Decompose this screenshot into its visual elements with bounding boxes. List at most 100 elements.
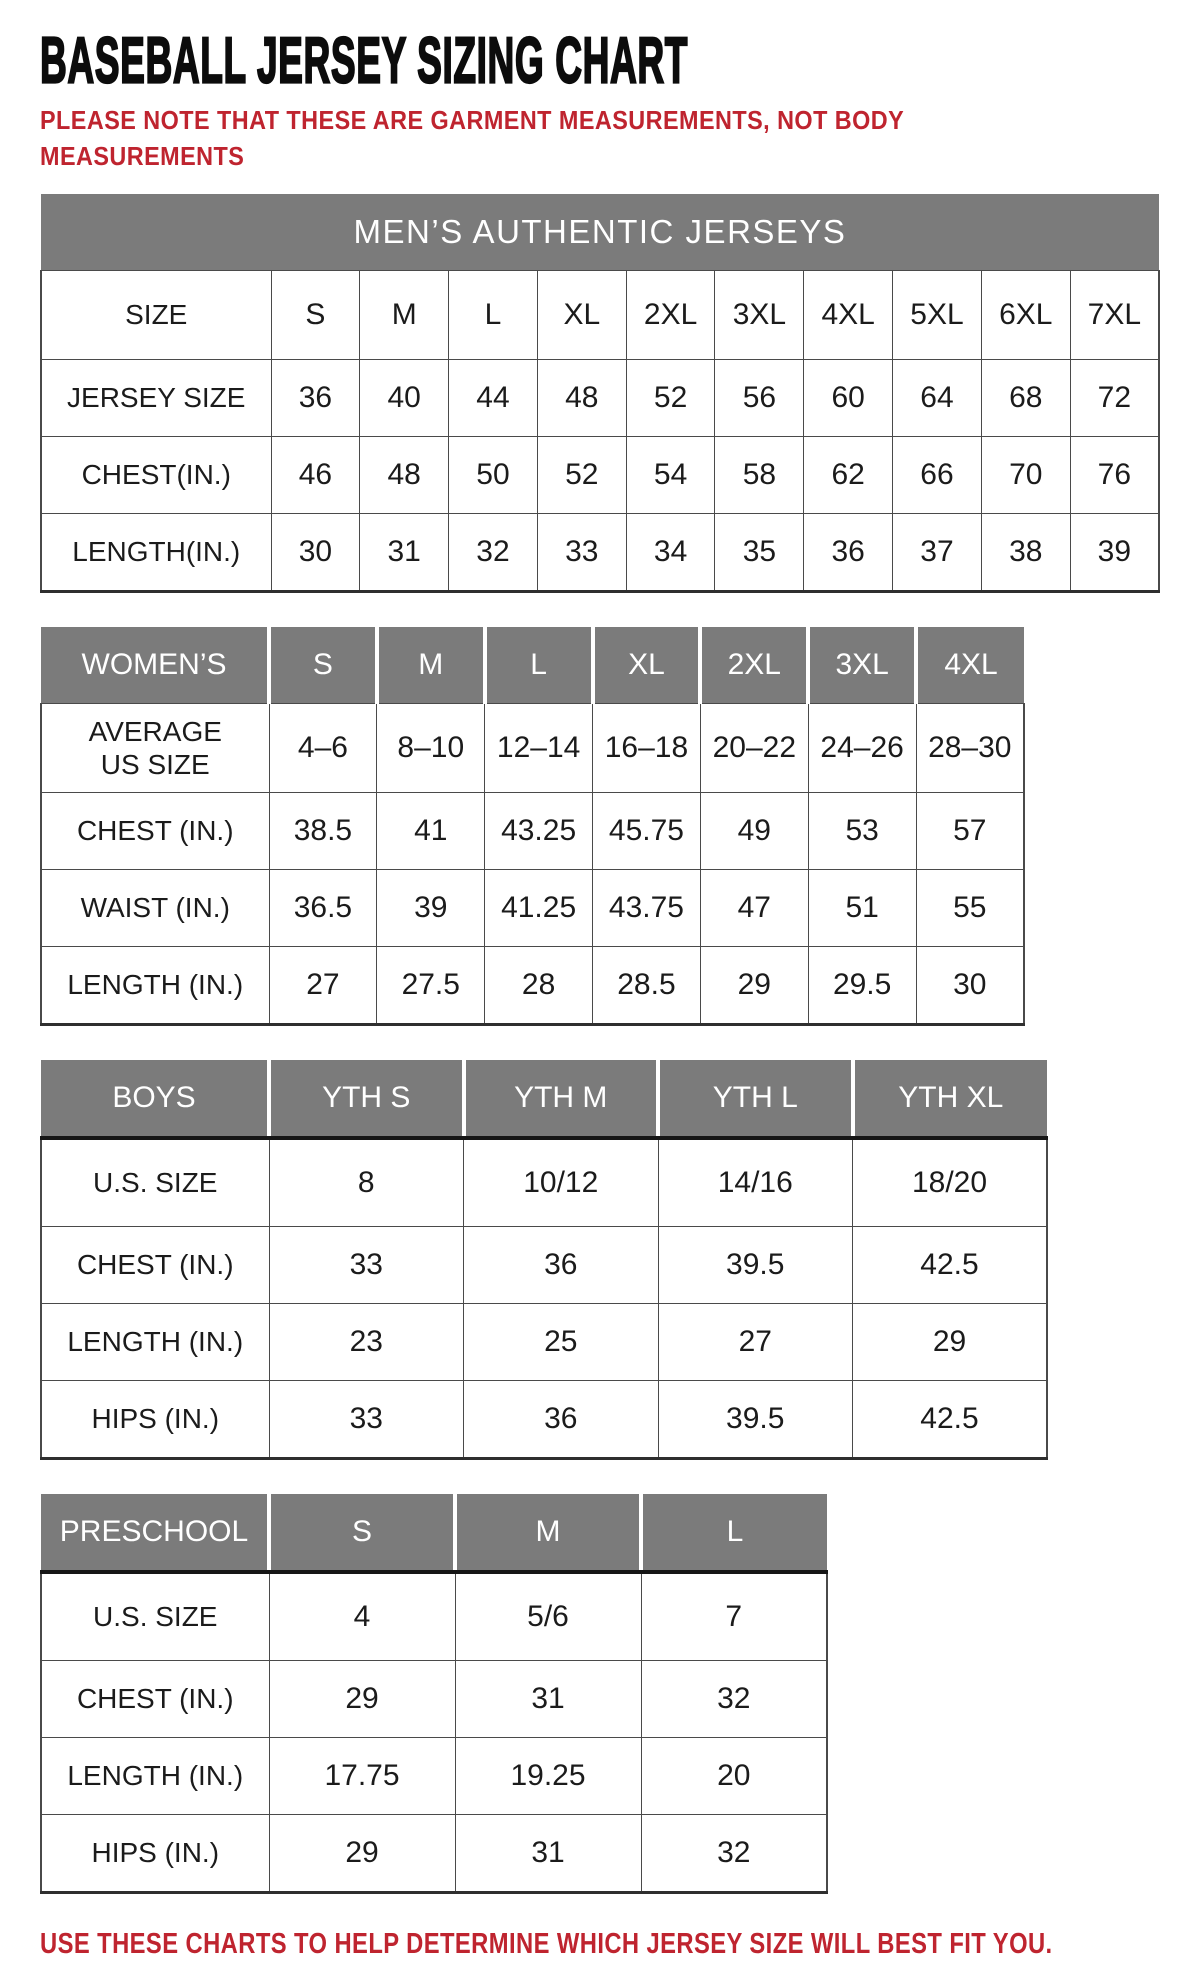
womens-data-cell: 57 xyxy=(915,792,1025,870)
preschool-corner-header: PRESCHOOL xyxy=(41,1494,269,1574)
mens-data-cell: 5XL xyxy=(892,270,982,360)
womens-data-cell: 27.5 xyxy=(376,946,486,1026)
preschool-data-cell: 4 xyxy=(268,1571,456,1661)
boys-column-header: YTH L xyxy=(656,1060,853,1140)
mens-data-cell: 70 xyxy=(980,436,1071,514)
mens-data-cell: 40 xyxy=(359,359,450,437)
mens-data-cell: 52 xyxy=(625,359,716,437)
mens-data-cell: 58 xyxy=(714,436,805,514)
mens-row-label: LENGTH(IN.) xyxy=(40,513,272,593)
boys-data-cell: 33 xyxy=(268,1380,464,1460)
womens-data-cell: 36.5 xyxy=(268,869,378,947)
womens-data-cell: 12–14 xyxy=(484,703,594,793)
preschool-data-cell: 19.25 xyxy=(454,1737,642,1815)
boys-data-cell: 42.5 xyxy=(852,1226,1048,1304)
mens-data-cell: 48 xyxy=(359,436,450,514)
mens-data-cell: S xyxy=(270,270,361,360)
boys-row-label: HIPS (IN.) xyxy=(40,1380,270,1460)
mens-data-cell: 50 xyxy=(448,436,538,514)
preschool-row-label: U.S. SIZE xyxy=(40,1571,270,1661)
womens-data-cell: 28–30 xyxy=(915,703,1025,793)
womens-data-cell: 16–18 xyxy=(592,703,701,793)
womens-data-cell: 27 xyxy=(268,946,378,1026)
womens-data-cell: 38.5 xyxy=(268,792,378,870)
womens-column-header: M xyxy=(374,627,485,704)
mens-data-cell: 31 xyxy=(359,513,450,593)
boys-data-cell: 27 xyxy=(657,1303,853,1381)
mens-sizing-table: MEN’S AUTHENTIC JERSEYS SIZE S M L XL 2XL 3XL 4X… xyxy=(40,194,1160,593)
womens-data-cell: 28 xyxy=(484,946,594,1026)
garment-measurement-note: PLEASE NOTE THAT THESE ARE GARMENT MEASU… xyxy=(40,102,1160,174)
boys-data-cell: 39.5 xyxy=(657,1226,853,1304)
boys-sizing-table: BOYS YTH S YTH M YTH L YTH XL U.S. SIZE 8 10/12… xyxy=(40,1060,1048,1460)
mens-data-cell: 3XL xyxy=(714,270,805,360)
preschool-data-cell: 20 xyxy=(640,1737,828,1815)
womens-data-cell: 24–26 xyxy=(807,703,917,793)
boys-data-cell: 23 xyxy=(268,1303,464,1381)
womens-data-cell: 49 xyxy=(699,792,809,870)
mens-data-cell: 76 xyxy=(1069,436,1160,514)
mens-data-cell: 56 xyxy=(714,359,805,437)
mens-data-cell: L xyxy=(448,270,538,360)
fit-advice-note: USE THESE CHARTS TO HELP DETERMINE WHICH… xyxy=(40,1928,1160,1965)
womens-data-cell: 47 xyxy=(699,869,809,947)
preschool-row-label: HIPS (IN.) xyxy=(40,1814,270,1894)
boys-data-cell: 33 xyxy=(268,1226,464,1304)
womens-data-cell: 51 xyxy=(807,869,917,947)
note-line-2: MEASUREMENTS xyxy=(40,141,245,171)
boys-corner-header: BOYS xyxy=(41,1060,269,1140)
mens-data-cell: 62 xyxy=(803,436,894,514)
boys-row-label: LENGTH (IN.) xyxy=(40,1303,270,1381)
womens-data-cell: 29.5 xyxy=(807,946,917,1026)
womens-data-cell: 41.25 xyxy=(484,869,594,947)
boys-column-header: YTH S xyxy=(267,1060,464,1140)
mens-data-cell: 54 xyxy=(625,436,716,514)
boys-data-cell: 42.5 xyxy=(852,1380,1048,1460)
womens-data-cell: 29 xyxy=(699,946,809,1026)
mens-data-cell: M xyxy=(359,270,450,360)
preschool-data-cell: 7 xyxy=(640,1571,828,1661)
womens-sizing-table: WOMEN’S S M L XL 2XL 3XL 4XL AVERAGE US SIZE 4–6 8… xyxy=(40,627,1025,1026)
mens-data-cell: 60 xyxy=(803,359,894,437)
boys-data-cell: 8 xyxy=(268,1137,464,1227)
preschool-data-cell: 5/6 xyxy=(454,1571,642,1661)
mens-row-label: SIZE xyxy=(40,270,272,360)
boys-data-cell: 14/16 xyxy=(657,1137,853,1227)
mens-data-cell: 2XL xyxy=(625,270,716,360)
mens-data-cell: 68 xyxy=(980,359,1071,437)
womens-column-header: L xyxy=(482,627,593,704)
preschool-data-cell: 17.75 xyxy=(268,1737,456,1815)
boys-row-label: CHEST (IN.) xyxy=(40,1226,270,1304)
preschool-data-cell: 31 xyxy=(454,1660,642,1738)
boys-column-header: YTH M xyxy=(461,1060,658,1140)
mens-data-cell: 6XL xyxy=(980,270,1071,360)
mens-table-banner: MEN’S AUTHENTIC JERSEYS xyxy=(41,194,1159,271)
womens-data-cell: 53 xyxy=(807,792,917,870)
mens-data-cell: 32 xyxy=(448,513,538,593)
boys-data-cell: 39.5 xyxy=(657,1380,853,1460)
preschool-data-cell: 29 xyxy=(268,1660,456,1738)
womens-row-label: AVERAGE US SIZE xyxy=(40,703,270,793)
page-title: BASEBALL JERSEY SIZING CHART xyxy=(39,26,1160,94)
womens-column-header: S xyxy=(267,627,377,704)
boys-row-label: U.S. SIZE xyxy=(40,1137,270,1227)
mens-data-cell: 64 xyxy=(892,359,982,437)
mens-data-cell: 48 xyxy=(536,359,627,437)
womens-data-cell: 20–22 xyxy=(699,703,809,793)
mens-data-cell: XL xyxy=(536,270,627,360)
boys-data-cell: 18/20 xyxy=(852,1137,1048,1227)
preschool-sizing-table: PRESCHOOL S M L U.S. SIZE 4 5/6 7 CHEST (IN.) 29 3… xyxy=(40,1494,828,1894)
womens-data-cell: 8–10 xyxy=(376,703,486,793)
womens-row-label: CHEST (IN.) xyxy=(40,792,270,870)
preschool-data-cell: 32 xyxy=(640,1660,828,1738)
womens-data-cell: 39 xyxy=(376,869,486,947)
preschool-column-header: L xyxy=(639,1494,827,1574)
boys-data-cell: 25 xyxy=(463,1303,659,1381)
boys-data-cell: 36 xyxy=(463,1380,659,1460)
mens-data-cell: 46 xyxy=(270,436,361,514)
womens-column-header: XL xyxy=(590,627,701,704)
mens-data-cell: 72 xyxy=(1069,359,1160,437)
mens-data-cell: 52 xyxy=(536,436,627,514)
mens-data-cell: 34 xyxy=(625,513,716,593)
